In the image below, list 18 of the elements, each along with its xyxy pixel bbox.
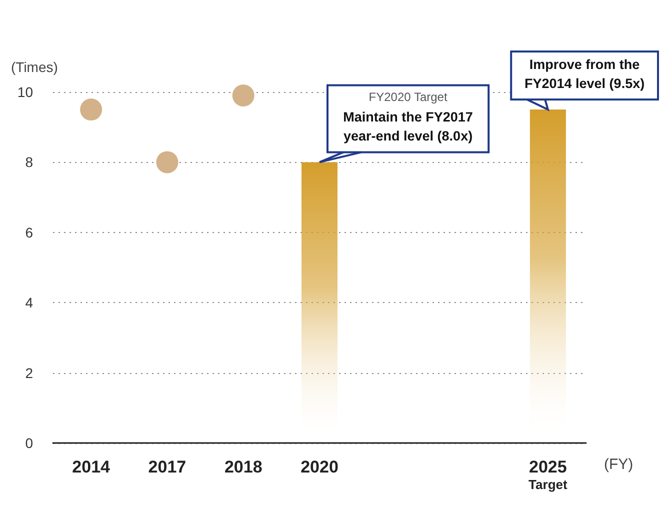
y-tick-label: 4	[25, 294, 34, 311]
x-tick-label: 2018	[224, 458, 262, 476]
x-axis-title: (FY)	[604, 456, 634, 473]
y-tick-label: 2	[25, 364, 34, 381]
point	[80, 98, 102, 121]
x-tick-label: 2017	[148, 458, 186, 476]
y-tick-label: 8	[25, 154, 34, 170]
annotation: FY2020 Target Maintain the FY2017 year-end level (8.0x)	[343, 90, 473, 144]
y-tick-label: 6	[25, 224, 34, 240]
y-tick-label: 0	[25, 435, 34, 451]
y-axis-title: (Times)	[11, 59, 58, 75]
point	[232, 84, 254, 107]
x-tick-label: 2020	[300, 458, 338, 476]
annotation: Improve from the FY2014 level (9.5x)	[524, 57, 645, 92]
y-tick-label: 10	[17, 84, 34, 100]
point	[156, 151, 178, 174]
x-tick-label: 2025 Target	[528, 458, 568, 492]
x-tick-label: 2014	[72, 458, 111, 476]
